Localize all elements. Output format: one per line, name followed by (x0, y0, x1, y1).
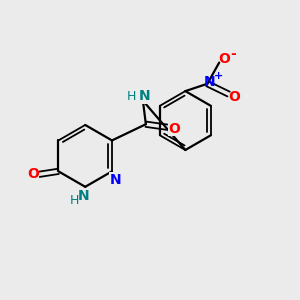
Text: O: O (27, 167, 39, 181)
Text: O: O (219, 52, 230, 66)
Text: O: O (229, 90, 240, 104)
Text: H: H (69, 194, 79, 207)
Text: H: H (127, 90, 136, 103)
Text: +: + (214, 70, 223, 80)
Text: N: N (204, 75, 216, 89)
Text: N: N (110, 172, 121, 187)
Text: N: N (139, 89, 150, 103)
Text: -: - (230, 47, 236, 61)
Text: N: N (78, 189, 90, 203)
Text: O: O (169, 122, 180, 136)
